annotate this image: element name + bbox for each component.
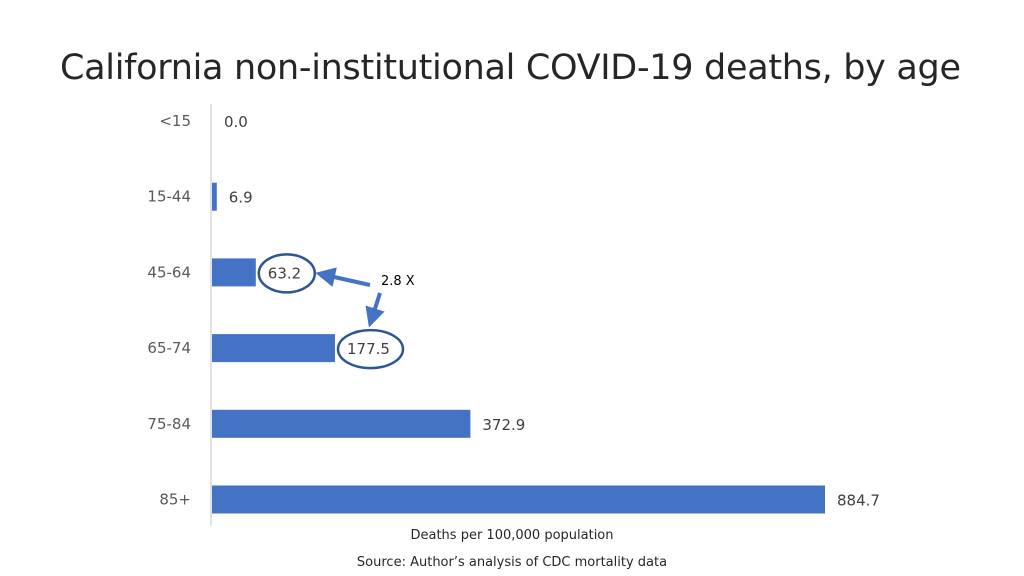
arrow-to-45-64 — [315, 267, 371, 287]
value-label-45-64: 63.2 — [268, 264, 301, 282]
source-note: Source: Author’s analysis of CDC mortali… — [356, 555, 668, 570]
slide-title: California non-institutional COVID-19 de… — [60, 48, 961, 88]
arrow-to-65-74 — [365, 292, 385, 328]
highlight-circle-45-64 — [257, 253, 317, 294]
bar-65-74 — [212, 334, 335, 363]
category-label-75-84: 75-84 — [147, 415, 191, 433]
bar-15-44 — [212, 182, 217, 211]
value-label-65-74: 177.5 — [347, 340, 390, 358]
bar-45-64 — [212, 258, 256, 287]
value-label-under-15: 0.0 — [224, 113, 248, 131]
bar-85-plus — [212, 485, 825, 514]
ratio-annotation: 2.8 X — [381, 274, 415, 289]
category-label-15-44: 15-44 — [147, 188, 191, 206]
bar-75-84 — [212, 409, 471, 438]
category-label-85-plus: 85+ — [159, 491, 191, 509]
category-label-under-15: <15 — [159, 112, 191, 130]
category-label-45-64: 45-64 — [147, 263, 191, 281]
value-label-15-44: 6.9 — [229, 189, 253, 207]
x-axis-label: Deaths per 100,000 population — [410, 528, 614, 543]
highlight-circle-65-74 — [336, 328, 405, 370]
category-label-65-74: 65-74 — [147, 339, 191, 357]
value-label-75-84: 372.9 — [482, 416, 525, 434]
value-label-85-plus: 884.7 — [837, 492, 880, 510]
